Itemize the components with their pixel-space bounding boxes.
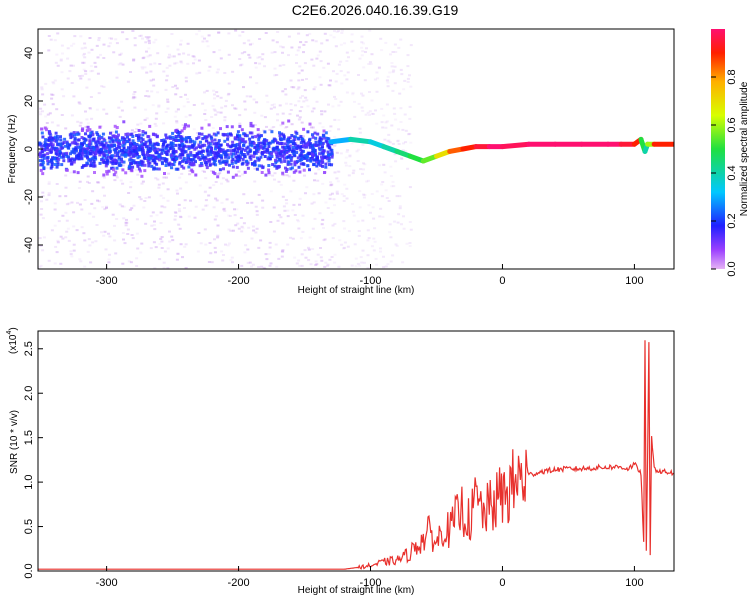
dominant-frequency-track bbox=[328, 136, 674, 164]
spectrogram-y-tick-label: 0 bbox=[23, 146, 35, 152]
snr-series-line bbox=[38, 340, 674, 570]
snr-y-tick-label: 2.0 bbox=[23, 386, 35, 401]
spectrogram-y-tick-label: -20 bbox=[23, 189, 35, 205]
snr-y-tick-label: 0.5 bbox=[23, 519, 35, 534]
colorbar-tick-label: 0.4 bbox=[726, 165, 738, 180]
snr-y-tick-label: 0.0 bbox=[23, 563, 35, 578]
colorbar-tick-label: 0.0 bbox=[726, 261, 738, 276]
spectrogram-x-tick-label: -100 bbox=[359, 275, 381, 287]
colorbar-gradient bbox=[711, 29, 725, 269]
spectrogram-x-tick-label: -200 bbox=[228, 275, 250, 287]
colorbar-tick-label: 0.2 bbox=[726, 213, 738, 228]
svg-text:(x104): (x104) bbox=[6, 327, 19, 354]
snr-x-tick-label: -300 bbox=[96, 577, 118, 589]
spectrogram-noise-band bbox=[38, 119, 334, 179]
snr-y-tick-label: 2.5 bbox=[23, 341, 35, 356]
spectrogram-y-tick-label: 20 bbox=[23, 95, 35, 107]
snr-x-tick-label: -200 bbox=[228, 577, 250, 589]
spectrogram-y-tick-label: 40 bbox=[23, 47, 35, 59]
colorbar-tick-label: 0.6 bbox=[726, 117, 738, 132]
spectrogram-x-tick-label: 100 bbox=[625, 275, 643, 287]
snr-x-axis-label: Height of straight line (km) bbox=[298, 585, 415, 596]
snr-y-tick-label: 1.5 bbox=[23, 430, 35, 445]
colorbar: 0.0 0.2 0.4 0.6 0.8 Normalized spectral ampl… bbox=[711, 29, 750, 277]
snr-x-tick-label: 0 bbox=[499, 577, 505, 589]
spectrogram-x-axis-label: Height of straight line (km) bbox=[298, 285, 415, 296]
colorbar-tick-label: 0.8 bbox=[726, 69, 738, 84]
spectrogram-x-tick-label: -300 bbox=[96, 275, 118, 287]
spectrogram-y-tick-label: -40 bbox=[23, 237, 35, 253]
spectrogram-y-axis-label: Frequency (Hz) bbox=[7, 115, 18, 184]
track-segment bbox=[328, 136, 354, 145]
snr-y-axis-label: SNR (10 * v/v) bbox=[9, 410, 20, 474]
colorbar-label: Normalized spectral amplitude bbox=[739, 81, 750, 216]
snr-y-tick-label: 1.0 bbox=[23, 474, 35, 489]
track-segment bbox=[500, 141, 532, 150]
snr-x-tick-label: 100 bbox=[625, 577, 643, 589]
snr-plot: -300 -200 -100 0 100 0.0 0.5 1.0 1.5 2.0 2.5 Heigh… bbox=[6, 327, 675, 596]
snr-x-tick-label: -100 bbox=[359, 577, 381, 589]
spectrogram-x-tick-label: 0 bbox=[499, 275, 505, 287]
snr-scale-label: (x104) bbox=[6, 327, 19, 354]
snr-frame bbox=[37, 330, 675, 572]
track-segment bbox=[348, 136, 373, 145]
chart-title: C2E6.2026.040.16.39.G19 bbox=[291, 2, 459, 18]
